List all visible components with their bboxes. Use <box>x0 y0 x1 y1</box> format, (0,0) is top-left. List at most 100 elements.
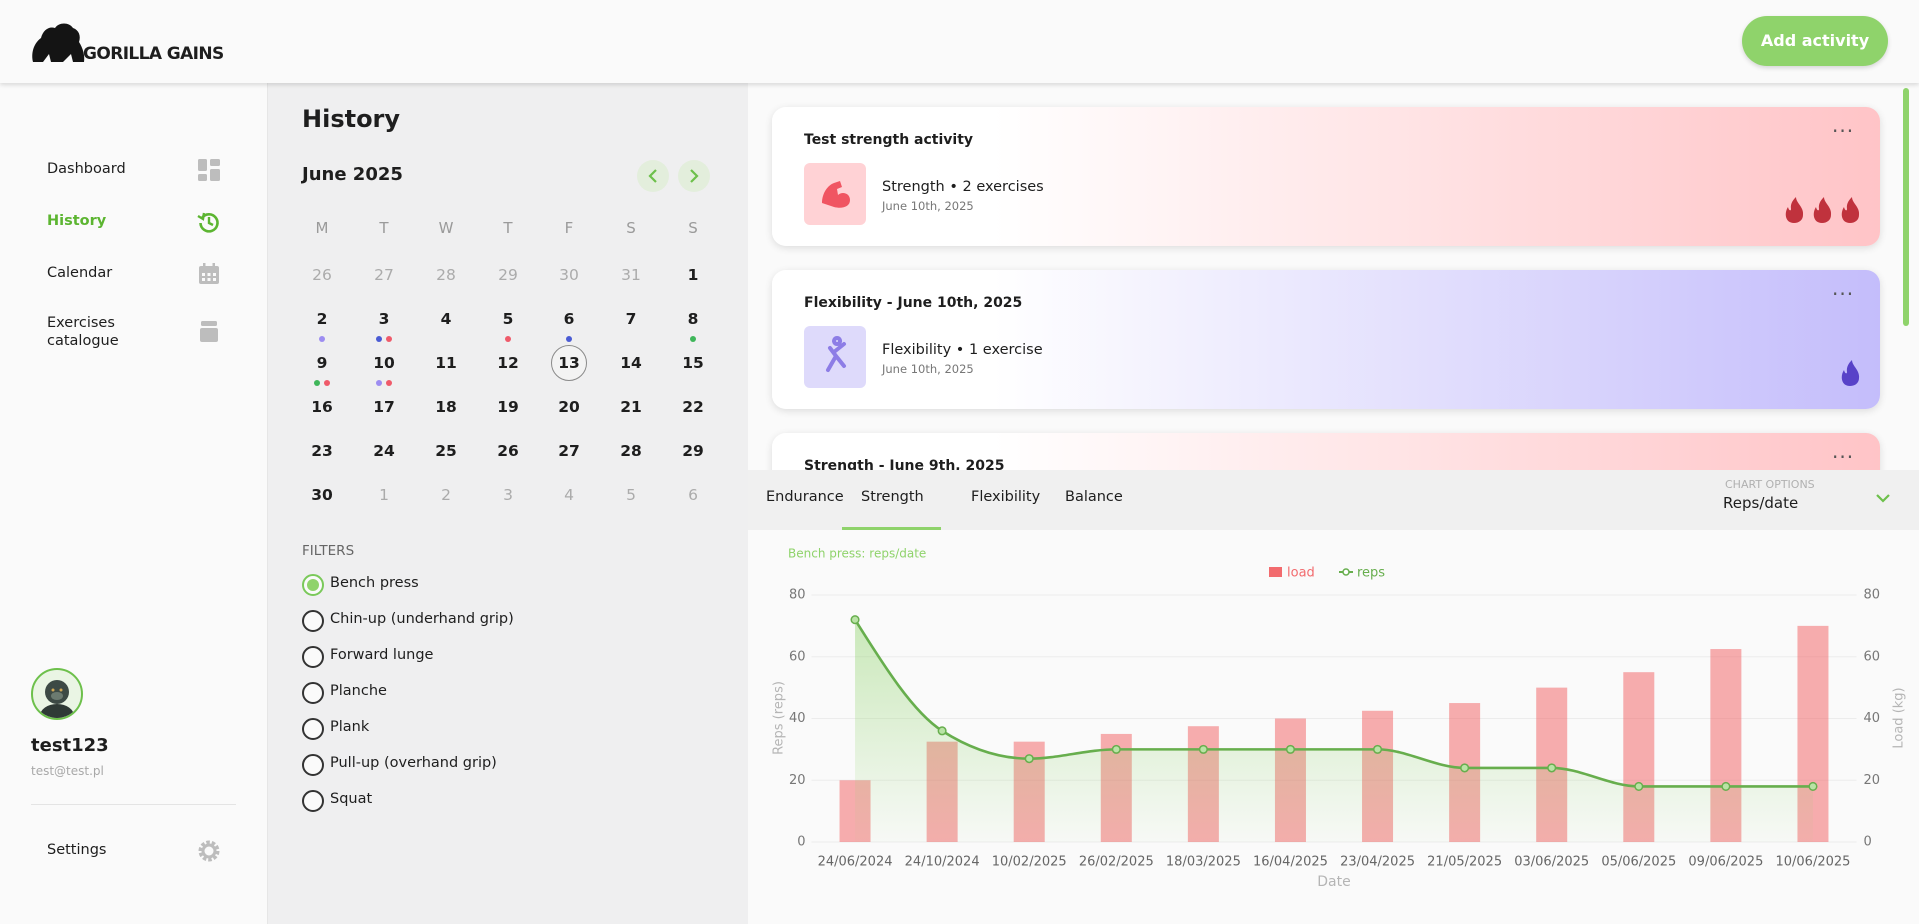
y-tick-label: 60 <box>789 649 806 664</box>
scrollbar[interactable] <box>1903 88 1909 326</box>
filter-label[interactable]: Plank <box>330 719 370 735</box>
calendar-day[interactable]: 12 <box>497 354 519 372</box>
flame <box>1841 360 1860 386</box>
weekday: W <box>438 219 454 237</box>
calendar-day[interactable]: 27 <box>374 266 394 284</box>
tab[interactable]: Balance <box>1065 489 1123 505</box>
calendar-day[interactable]: 14 <box>620 354 642 372</box>
calendar-day[interactable]: 28 <box>436 266 456 284</box>
calendar-day[interactable]: 6 <box>563 310 575 328</box>
calendar-day[interactable]: 9 <box>316 354 328 372</box>
options-value[interactable]: Reps/date <box>1723 494 1799 512</box>
weekday: T <box>503 219 513 237</box>
card-title: Flexibility - June 10th, 2025 <box>804 295 1023 311</box>
radio[interactable] <box>302 574 324 596</box>
calendar-day[interactable]: 30 <box>559 266 579 284</box>
event-dot <box>566 336 572 342</box>
tab[interactable]: Flexibility <box>971 489 1041 505</box>
calendar-day[interactable]: 30 <box>311 486 333 504</box>
nav-item[interactable]: Calendar <box>47 265 113 281</box>
filter-label[interactable]: Forward lunge <box>330 647 434 663</box>
calendar-day[interactable]: 16 <box>311 398 333 416</box>
avatar-image <box>40 680 74 718</box>
history-panel <box>268 83 748 924</box>
event-dot <box>505 336 511 342</box>
add-activity-button[interactable]: Add activity <box>1742 16 1888 66</box>
card-icon-glyph <box>826 336 846 372</box>
calendar-day[interactable]: 23 <box>311 442 333 460</box>
calendar-day[interactable]: 15 <box>682 354 704 372</box>
x-tick-label: 23/04/2025 <box>1340 855 1415 870</box>
filter-label[interactable]: Pull-up (overhand grip) <box>330 755 497 771</box>
calendar-day[interactable]: 5 <box>626 486 636 504</box>
nav-item[interactable]: Exercises catalogue <box>47 315 119 349</box>
calendar-day[interactable]: 6 <box>688 486 698 504</box>
settings-link[interactable]: Settings <box>47 842 107 858</box>
next-month[interactable] <box>678 160 710 192</box>
x-tick-label: 24/06/2024 <box>818 855 893 870</box>
calendar-day[interactable]: 24 <box>373 442 395 460</box>
radio[interactable] <box>302 790 324 812</box>
radio[interactable] <box>302 718 324 740</box>
calendar-day[interactable]: 1 <box>379 486 389 504</box>
calendar-day[interactable]: 1 <box>687 266 699 284</box>
calendar-day[interactable]: 4 <box>564 486 574 504</box>
calendar-day[interactable]: 5 <box>502 310 514 328</box>
filter-label[interactable]: Chin-up (underhand grip) <box>330 611 514 627</box>
activity-card[interactable]: Test strength activity ··· Strength • 2 ex… <box>772 107 1880 246</box>
calendar-day[interactable]: 29 <box>682 442 704 460</box>
calendar-day[interactable]: 13 <box>558 354 580 372</box>
card-date: June 10th, 2025 <box>882 362 974 376</box>
radio[interactable] <box>302 682 324 704</box>
calendar-day[interactable]: 4 <box>440 310 452 328</box>
stretch <box>826 336 846 372</box>
calendar-day[interactable]: 20 <box>558 398 580 416</box>
tab[interactable]: Strength <box>861 489 924 505</box>
calendar-day[interactable]: 29 <box>498 266 518 284</box>
calendar-day[interactable]: 18 <box>435 398 457 416</box>
calendar-day[interactable]: 7 <box>625 310 637 328</box>
card-menu[interactable]: ··· <box>1832 445 1855 469</box>
radio[interactable] <box>302 754 324 776</box>
filter-label[interactable]: Squat <box>330 791 373 807</box>
calendar-day[interactable]: 27 <box>558 442 580 460</box>
calendar-day[interactable]: 10 <box>373 354 395 372</box>
prev-month[interactable] <box>637 160 669 192</box>
calendar-day[interactable]: 31 <box>621 266 641 284</box>
calendar-day[interactable]: 22 <box>682 398 704 416</box>
activity-card[interactable]: Strength - June 9th, 2025 ··· <box>772 433 1880 470</box>
filter-label[interactable]: Bench press <box>330 575 419 591</box>
calendar-day[interactable]: 25 <box>435 442 457 460</box>
tab[interactable]: Endurance <box>766 489 844 505</box>
card-menu[interactable]: ··· <box>1832 119 1855 143</box>
card-summary: Strength • 2 exercises <box>882 179 1044 195</box>
calendar-day[interactable]: 26 <box>312 266 332 284</box>
calendar-day[interactable]: 21 <box>620 398 642 416</box>
calendar-day[interactable]: 19 <box>497 398 519 416</box>
radio[interactable] <box>302 646 324 668</box>
calendar-day[interactable]: 2 <box>316 310 328 328</box>
calendar-day[interactable]: 3 <box>503 486 513 504</box>
calendar-day[interactable]: 2 <box>441 486 451 504</box>
card-menu[interactable]: ··· <box>1832 282 1855 306</box>
options-chevron[interactable] <box>1874 490 1892 506</box>
nav-item[interactable]: Dashboard <box>47 161 126 177</box>
avatar[interactable] <box>31 668 83 720</box>
calendar-day[interactable]: 11 <box>435 354 457 372</box>
options-label: CHART OPTIONS <box>1725 478 1815 491</box>
nav-item-active[interactable]: History <box>47 213 107 229</box>
calendar-day[interactable]: 26 <box>497 442 519 460</box>
y2-axis-title: Load (kg) <box>1892 687 1907 748</box>
area <box>855 619 1813 842</box>
calendar-day[interactable]: 17 <box>373 398 395 416</box>
nav-icon <box>199 263 219 284</box>
filter-label[interactable]: Planche <box>330 683 387 699</box>
radio[interactable] <box>302 610 324 632</box>
line <box>853 619 1813 788</box>
calendar-day[interactable]: 28 <box>620 442 642 460</box>
calendar-day[interactable]: 8 <box>687 310 699 328</box>
activity-card[interactable]: Flexibility - June 10th, 2025 ··· Flexibil… <box>772 270 1880 409</box>
calendar-day[interactable]: 3 <box>378 310 390 328</box>
point <box>1460 763 1470 773</box>
